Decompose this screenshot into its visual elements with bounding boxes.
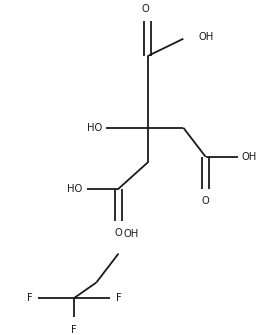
Text: F: F — [71, 325, 77, 335]
Text: OH: OH — [199, 32, 214, 42]
Text: F: F — [116, 293, 121, 303]
Text: OH: OH — [241, 152, 257, 162]
Text: OH: OH — [123, 229, 139, 239]
Text: O: O — [202, 196, 210, 206]
Text: O: O — [142, 4, 150, 13]
Text: F: F — [27, 293, 32, 303]
Text: HO: HO — [87, 123, 102, 133]
Text: O: O — [115, 228, 122, 239]
Text: HO: HO — [68, 184, 83, 194]
